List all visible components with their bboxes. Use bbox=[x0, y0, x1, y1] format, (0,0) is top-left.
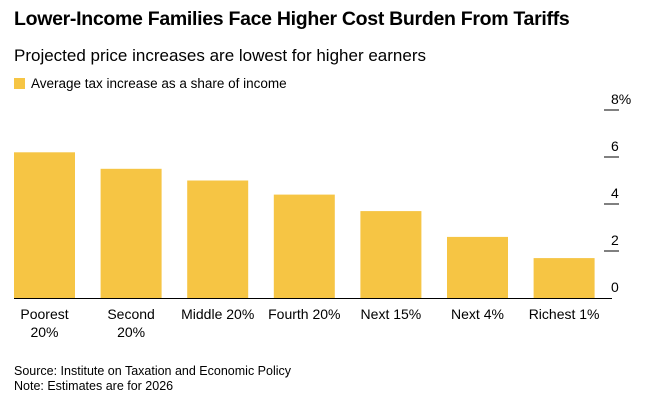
chart-title: Lower-Income Families Face Higher Cost B… bbox=[14, 8, 570, 30]
y-tick-label: 8% bbox=[611, 91, 631, 107]
x-tick-label: 20% bbox=[30, 324, 58, 340]
y-tick-label: 4 bbox=[611, 185, 619, 201]
estimate-note: Note: Estimates are for 2026 bbox=[14, 379, 174, 393]
y-tick-label: 2 bbox=[611, 232, 619, 248]
bar bbox=[14, 152, 75, 298]
x-tick-label: Next 4% bbox=[451, 306, 504, 322]
legend: Average tax increase as a share of incom… bbox=[14, 76, 287, 91]
bar bbox=[360, 211, 422, 298]
bar bbox=[447, 236, 508, 298]
x-tick-label: Richest 1% bbox=[529, 306, 600, 322]
bar bbox=[533, 258, 595, 298]
bar bbox=[187, 180, 249, 298]
x-tick-label: Middle 20% bbox=[181, 306, 254, 322]
x-tick-label: Fourth 20% bbox=[268, 306, 340, 322]
y-tick-label: 6 bbox=[611, 138, 619, 154]
x-tick-label: 20% bbox=[117, 324, 145, 340]
chart-subtitle: Projected price increases are lowest for… bbox=[14, 46, 426, 65]
bar bbox=[273, 194, 335, 298]
legend-label: Average tax increase as a share of incom… bbox=[31, 76, 287, 91]
chart-notes: Source: Institute on Taxation and Econom… bbox=[14, 364, 291, 394]
x-tick-label: Poorest bbox=[20, 306, 68, 322]
y-tick-label: 0 bbox=[611, 279, 619, 295]
x-tick-label: Next 15% bbox=[361, 306, 422, 322]
x-tick-label: Second bbox=[107, 306, 154, 322]
source-note: Source: Institute on Taxation and Econom… bbox=[14, 364, 292, 378]
bar bbox=[100, 168, 162, 299]
legend-swatch bbox=[14, 78, 25, 89]
